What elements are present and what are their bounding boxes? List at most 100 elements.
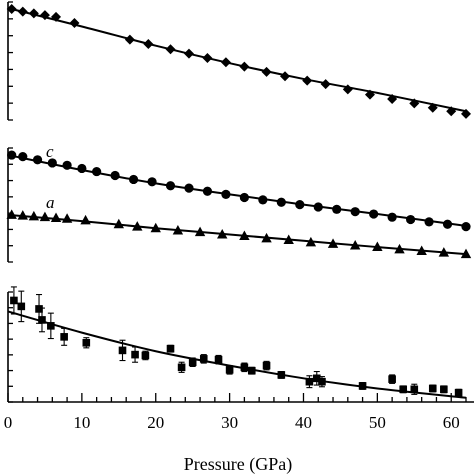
data-point-diamond [239, 61, 250, 72]
data-point-square [35, 305, 43, 313]
data-point-square [277, 371, 286, 379]
data-point-circle [92, 166, 102, 177]
data-point-circle [442, 219, 453, 229]
data-point-circle [461, 222, 471, 232]
data-point-triangle [150, 222, 161, 233]
data-point-square [188, 358, 197, 367]
data-point-square [247, 366, 256, 375]
data-point-triangle [416, 245, 427, 255]
data-point-square [225, 366, 234, 374]
data-point-triangle [305, 236, 317, 247]
data-point-diamond [17, 6, 28, 17]
data-point-diamond [202, 52, 213, 63]
data-point-square [410, 385, 419, 394]
data-point-triangle [460, 248, 472, 259]
data-point-diamond [143, 38, 154, 49]
data-point-diamond [280, 71, 291, 82]
panel-bottom-squares [7, 286, 467, 403]
data-point-square [38, 316, 46, 324]
panel-top-diamonds [6, 1, 471, 121]
data-point-circle [405, 214, 416, 225]
data-point-triangle [372, 241, 383, 252]
data-point-circle [387, 212, 397, 222]
data-point-square [399, 385, 408, 394]
data-point-circle [369, 209, 379, 219]
data-point-circle [128, 174, 139, 185]
annotation-c: c [46, 142, 54, 161]
data-point-diamond [461, 108, 471, 119]
data-point-diamond [69, 17, 80, 28]
data-point-square [60, 333, 68, 341]
data-point-square [118, 346, 127, 355]
x-tick-label: 0 [4, 413, 13, 432]
data-point-diamond [364, 89, 375, 100]
data-point-diamond [446, 106, 457, 117]
data-point-diamond [387, 94, 398, 105]
data-point-circle [295, 200, 305, 210]
data-point-diamond [39, 10, 50, 21]
x-tick-label: 60 [443, 413, 460, 432]
data-point-circle [47, 158, 57, 168]
data-point-triangle [28, 210, 40, 221]
data-point-triangle [327, 238, 339, 248]
data-point-circle [202, 186, 213, 196]
data-point-square [428, 384, 437, 393]
annotation-a: a [46, 193, 55, 212]
data-point-triangle [80, 214, 91, 225]
data-point-square [199, 355, 208, 363]
data-point-square [141, 351, 150, 360]
data-point-square [240, 363, 249, 372]
data-point-triangle [50, 212, 62, 222]
data-point-circle [239, 192, 249, 203]
x-tick-label: 40 [295, 413, 312, 432]
data-point-square [177, 363, 186, 372]
x-tick-label: 10 [73, 413, 90, 432]
data-point-square [440, 385, 448, 394]
data-point-square [358, 382, 367, 390]
data-point-diamond [183, 48, 194, 59]
data-point-diamond [409, 98, 420, 109]
data-point-square [318, 377, 326, 386]
data-point-circle [332, 204, 342, 214]
data-point-diamond [302, 75, 313, 86]
data-point-triangle [132, 221, 143, 231]
data-point-diamond [165, 44, 176, 55]
data-point-triangle [349, 239, 361, 250]
data-point-square [10, 296, 18, 305]
data-point-square [312, 374, 321, 383]
data-point-circle [221, 189, 231, 199]
data-point-diamond [28, 8, 39, 19]
data-point-triangle [438, 247, 450, 257]
data-point-circle [424, 217, 434, 227]
data-point-circle [18, 152, 28, 162]
data-point-diamond [220, 57, 231, 68]
data-point-circle [62, 160, 72, 170]
data-point-square [166, 344, 175, 353]
data-point-circle [165, 181, 176, 191]
panel-middle-c-a [6, 147, 472, 263]
data-point-square [131, 350, 139, 359]
data-point-triangle [39, 211, 51, 222]
x-tick-label: 30 [221, 413, 238, 432]
data-point-square [214, 355, 223, 364]
x-axis: 0 10 20 30 40 50 60 [4, 393, 474, 432]
data-point-circle [313, 202, 323, 212]
data-point-triangle [113, 218, 125, 229]
data-point-triangle [239, 230, 250, 241]
data-point-triangle [172, 225, 184, 235]
data-point-circle [258, 195, 268, 205]
data-point-triangle [17, 210, 28, 220]
data-point-diamond [342, 84, 353, 95]
data-point-circle [110, 170, 120, 181]
data-point-square [262, 361, 271, 370]
fit-curve-circle [7, 154, 467, 227]
data-point-triangle [61, 213, 73, 223]
data-point-square [82, 338, 91, 347]
data-point-diamond [261, 66, 272, 77]
data-point-square [47, 322, 55, 330]
data-point-diamond [124, 34, 135, 45]
fit-curve-square [7, 310, 467, 399]
data-point-square [305, 377, 314, 386]
x-tick-label: 20 [147, 413, 164, 432]
